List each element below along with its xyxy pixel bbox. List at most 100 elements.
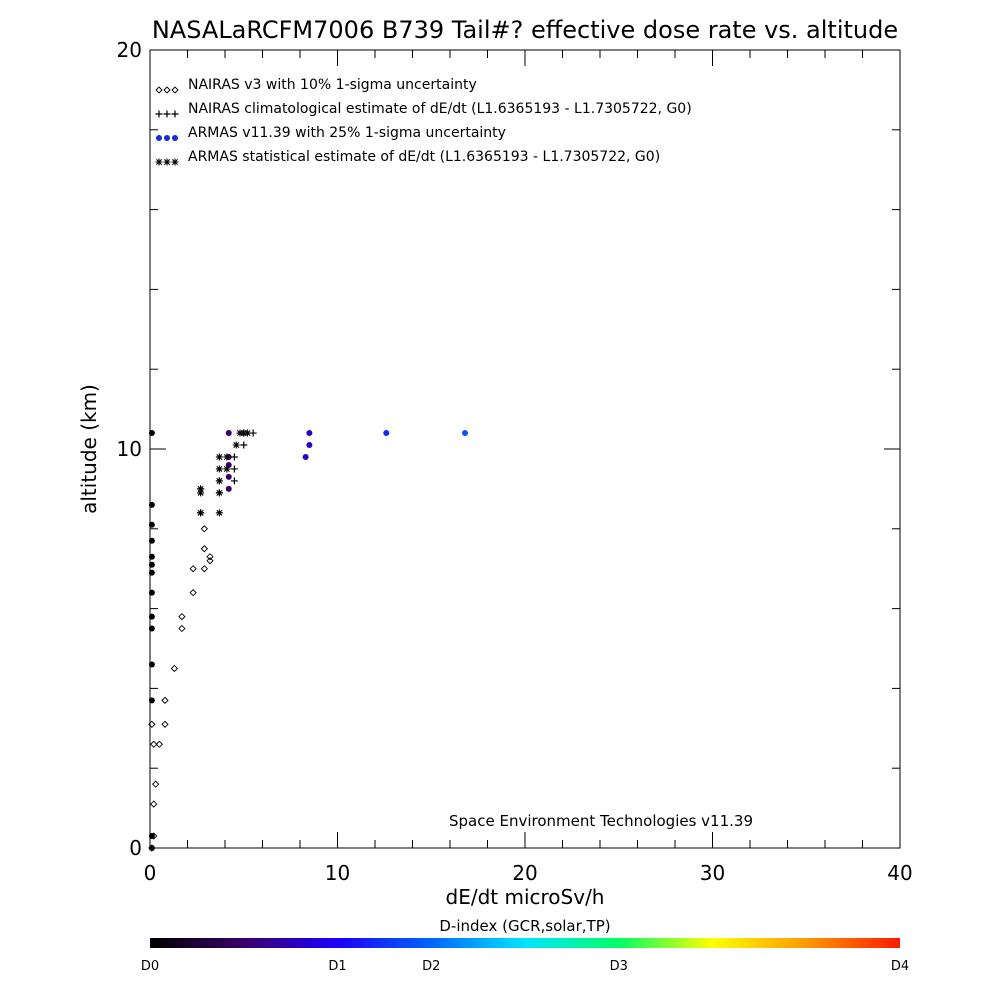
data-point <box>306 430 313 437</box>
data-point <box>197 485 205 493</box>
colorbar-title: D-index (GCR,solar,TP) <box>439 917 610 935</box>
colorbar-label: D2 <box>422 959 440 974</box>
chart-title: NASALaRCFM7006 B739 Tail#? effective dos… <box>152 16 898 44</box>
legend-marker <box>163 86 171 94</box>
data-point <box>223 453 231 461</box>
data-point <box>230 477 238 485</box>
data-point <box>150 740 158 748</box>
x-tick-label: 10 <box>325 861 350 885</box>
data-point <box>170 664 179 673</box>
data-point <box>148 720 156 728</box>
legend-label: ARMAS statistical estimate of dE/dt (L1.… <box>188 149 660 165</box>
x-tick-label: 40 <box>887 861 912 885</box>
data-points <box>148 429 468 852</box>
data-point <box>240 441 248 449</box>
data-point <box>232 441 240 449</box>
data-point <box>148 569 155 576</box>
legend-item: NAIRAS climatological estimate of dE/dt … <box>155 101 692 118</box>
data-point <box>161 720 169 728</box>
legend-marker <box>164 135 170 141</box>
data-point <box>206 557 214 565</box>
data-point <box>225 485 232 492</box>
data-point <box>225 430 232 437</box>
data-point <box>155 740 164 748</box>
data-point <box>230 465 238 473</box>
legend-marker <box>171 86 179 94</box>
data-point <box>148 501 155 508</box>
colorbar-label: D4 <box>891 959 909 974</box>
data-point <box>148 537 155 544</box>
legend-marker <box>155 86 163 94</box>
legend-item: ARMAS v11.39 with 25% 1-sigma uncertaint… <box>156 125 506 141</box>
data-point <box>200 545 209 553</box>
data-point <box>215 453 223 461</box>
axis-ticks <box>149 49 901 849</box>
data-point <box>462 430 468 437</box>
data-point <box>240 429 248 437</box>
legend-marker <box>163 110 171 118</box>
data-point <box>189 589 197 597</box>
data-point <box>148 833 155 840</box>
data-point <box>148 430 155 437</box>
legend-label: NAIRAS climatological estimate of dE/dt … <box>188 101 692 117</box>
data-point <box>148 553 155 560</box>
data-point <box>148 697 155 704</box>
data-point <box>178 624 186 633</box>
data-point <box>206 553 214 561</box>
data-point <box>150 800 158 808</box>
data-point <box>189 565 197 573</box>
series-plus <box>197 429 257 517</box>
data-point <box>148 589 155 596</box>
legend: NAIRAS v3 with 10% 1-sigma uncertainty NA… <box>155 77 692 166</box>
y-tick-label: 20 <box>117 38 142 62</box>
data-point <box>215 509 223 517</box>
data-point <box>215 477 223 485</box>
credit-text: Space Environment Technologies v11.39 <box>449 812 753 830</box>
data-point <box>151 780 160 788</box>
data-point <box>197 489 205 497</box>
y-tick-label: 0 <box>129 836 142 860</box>
y-axis-label: altitude (km) <box>77 384 101 514</box>
data-point <box>148 661 155 668</box>
data-point <box>161 696 169 705</box>
legend-label: ARMAS v11.39 with 25% 1-sigma uncertaint… <box>188 125 506 141</box>
legend-marker <box>171 110 179 118</box>
plot-frame <box>149 49 901 849</box>
data-point <box>230 453 238 461</box>
x-tick-label: 0 <box>144 861 157 885</box>
legend-marker <box>155 158 163 166</box>
data-point <box>225 473 232 480</box>
legend-label: NAIRAS v3 with 10% 1-sigma uncertainty <box>188 77 477 93</box>
data-point <box>244 429 251 437</box>
data-point <box>200 525 209 533</box>
colorbar-labels: D0 D1 D2 D3 D4 <box>141 959 909 974</box>
data-point <box>178 612 186 621</box>
colorbar-label: D1 <box>328 959 346 974</box>
series-filled-circle <box>148 430 468 851</box>
data-point <box>306 442 313 449</box>
data-point <box>200 565 209 573</box>
x-tick-label: 20 <box>512 861 537 885</box>
colorbar-label: D3 <box>610 959 628 974</box>
legend-item: NAIRAS v3 with 10% 1-sigma uncertainty <box>155 77 477 94</box>
data-point <box>197 509 205 517</box>
data-point <box>302 453 309 460</box>
legend-marker <box>163 158 171 166</box>
data-point <box>236 429 244 437</box>
data-point <box>148 561 155 568</box>
data-point <box>215 465 223 473</box>
data-point <box>148 521 155 528</box>
data-point <box>148 613 155 620</box>
data-point <box>223 465 231 473</box>
data-point <box>383 430 390 437</box>
colorbar-label: D0 <box>141 959 159 974</box>
legend-marker <box>155 110 163 118</box>
data-point <box>148 845 155 851</box>
legend-marker <box>171 158 179 166</box>
series-asterisk <box>197 429 251 517</box>
x-tick-label: 30 <box>700 861 725 885</box>
legend-marker <box>172 135 178 141</box>
x-axis-label: dE/dt microSv/h <box>446 885 605 909</box>
series-diamond <box>148 525 214 852</box>
